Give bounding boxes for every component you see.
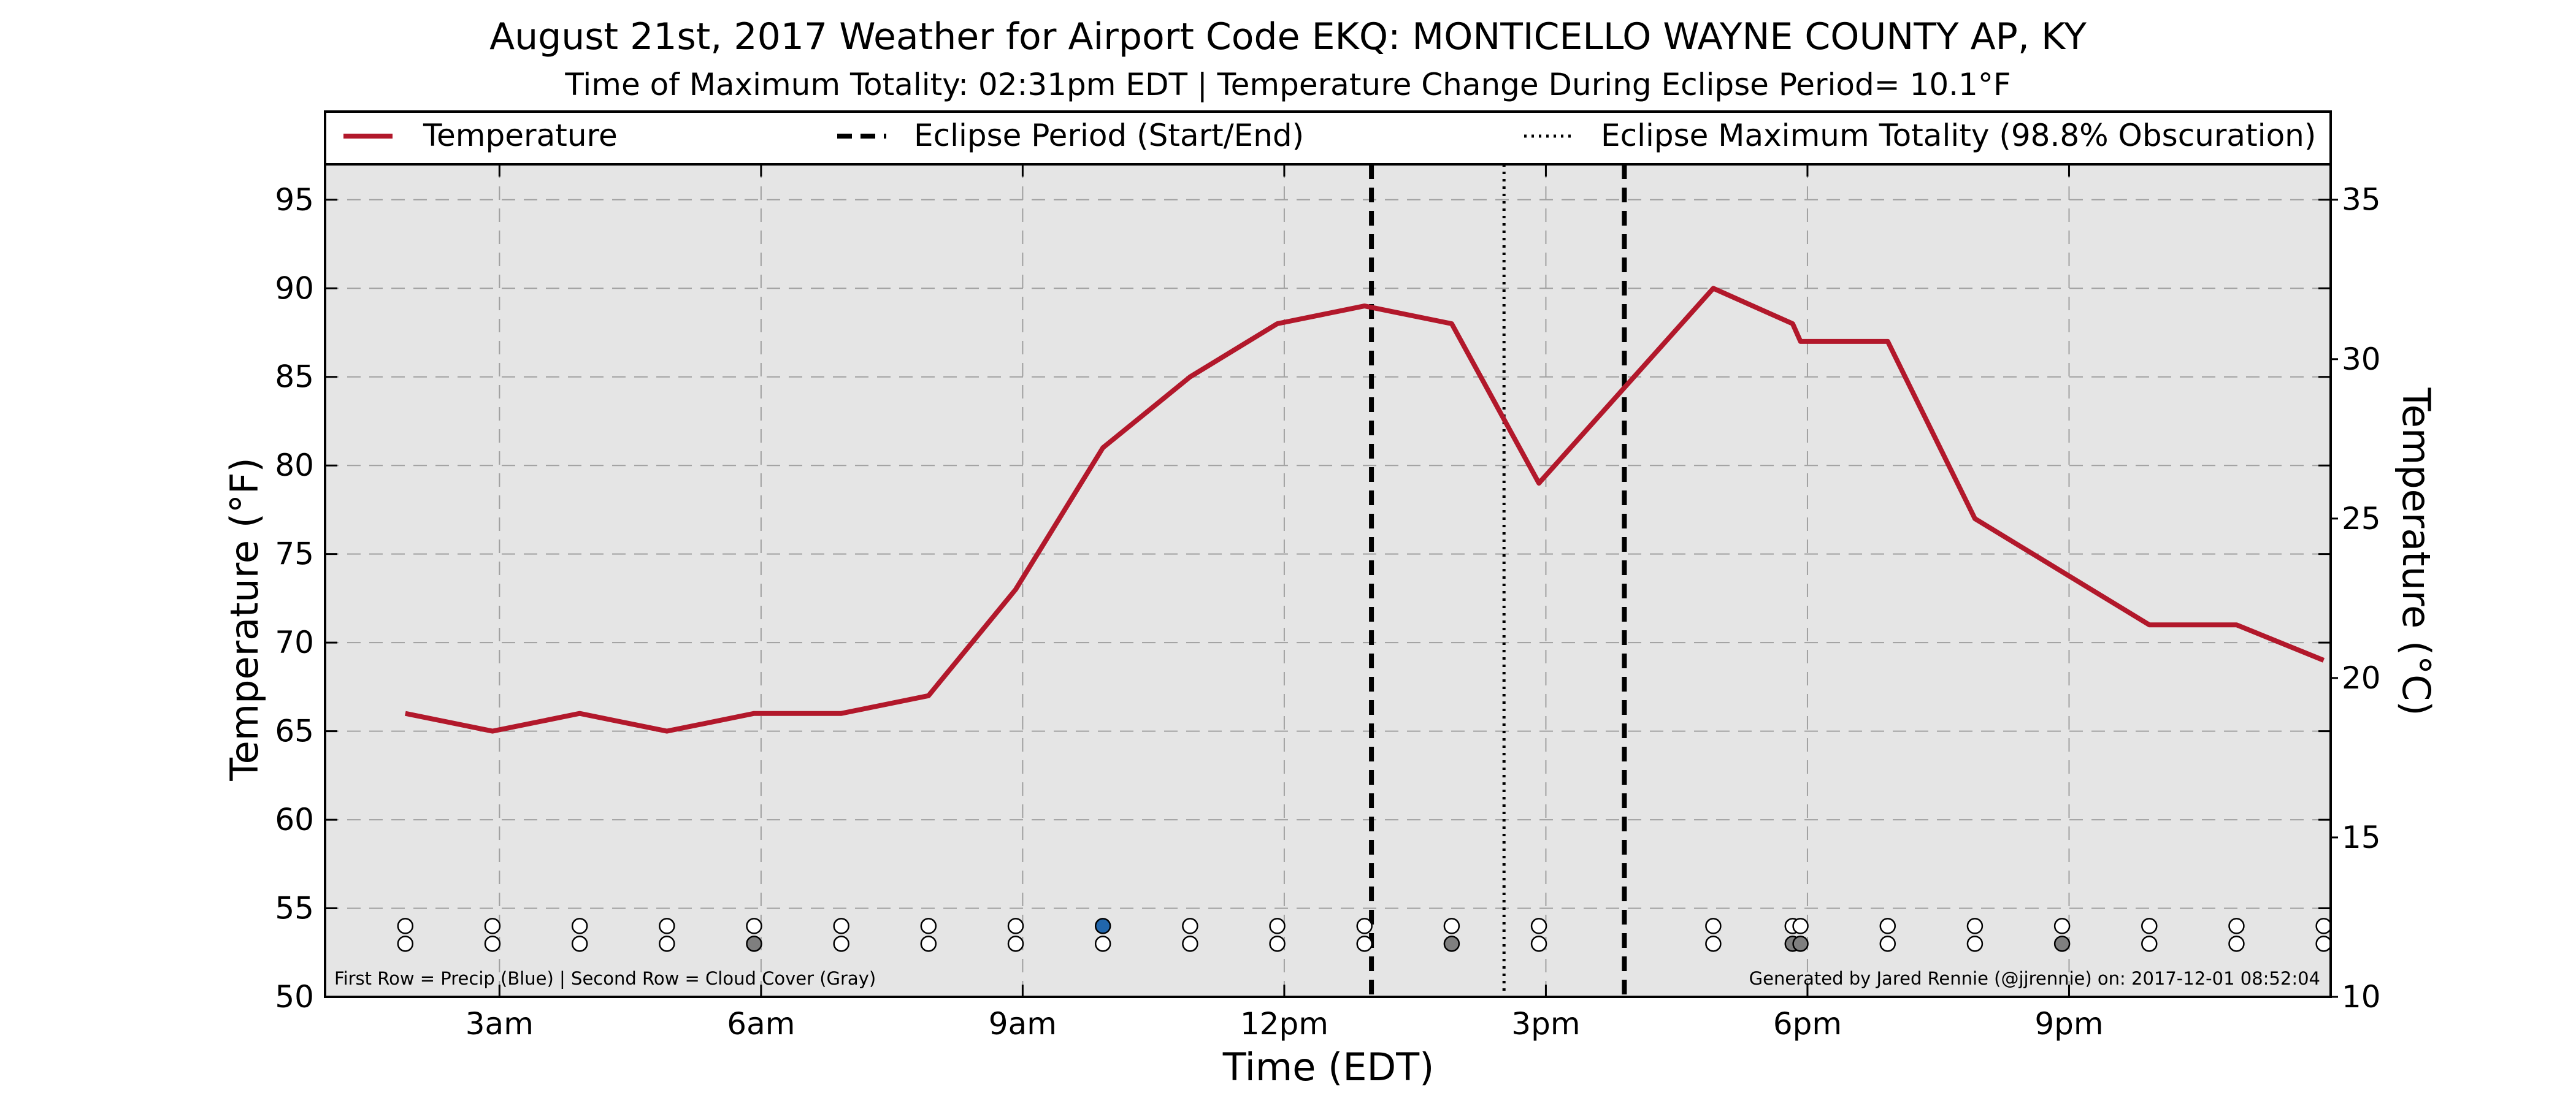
y2-tick-label: 20 — [2342, 660, 2381, 696]
cloud-cover-marker — [1356, 936, 1373, 952]
cloud-cover-marker — [397, 936, 414, 952]
y2-tick-label: 10 — [2342, 979, 2381, 1015]
cloud-cover-marker — [1269, 936, 1286, 952]
legend-eclipse-max-label: Eclipse Maximum Totality (98.8% Obscurat… — [1601, 118, 2316, 153]
cloud-cover-marker — [1966, 936, 1984, 952]
footnote-right: Generated by Jared Rennie (@jjrennie) on… — [1749, 968, 2320, 989]
x-tick-label: 6pm — [1773, 1006, 1842, 1042]
precip-marker — [1094, 918, 1111, 934]
y2-tick-label: 25 — [2342, 501, 2381, 536]
cloud-cover-marker — [2315, 936, 2332, 952]
y-tick-label: 75 — [275, 536, 314, 572]
plot-frame — [324, 163, 2332, 998]
cloud-cover-marker — [1879, 936, 1896, 952]
y-tick-label: 85 — [275, 359, 314, 395]
cloud-cover-marker — [746, 936, 762, 952]
precip-marker — [1792, 918, 1809, 934]
chart-title: August 21st, 2017 Weather for Airport Co… — [489, 15, 2087, 58]
y-axis-label: Temperature (°F) — [222, 457, 267, 781]
cloud-cover-marker — [571, 936, 588, 952]
precip-marker — [2053, 918, 2071, 934]
cloud-cover-marker — [2053, 936, 2071, 952]
footnote-left: First Row = Precip (Blue) | Second Row =… — [334, 968, 876, 989]
cloud-cover-marker — [1094, 936, 1111, 952]
y-tick-label: 95 — [275, 182, 314, 218]
cloud-cover-marker — [659, 936, 675, 952]
precip-marker — [1879, 918, 1896, 934]
x-tick-label: 9pm — [2034, 1006, 2103, 1042]
plot-area — [325, 164, 2331, 997]
precip-marker — [1705, 918, 1722, 934]
precip-marker — [1966, 918, 1984, 934]
precip-marker — [1007, 918, 1024, 934]
cloud-cover-marker — [1792, 936, 1809, 952]
precip-marker — [2228, 918, 2245, 934]
y-tick-label: 90 — [275, 270, 314, 306]
precip-marker — [2315, 918, 2332, 934]
y-tick-label: 65 — [275, 714, 314, 749]
y-tick-label: 55 — [275, 891, 314, 926]
chart-subtitle: Time of Maximum Totality: 02:31pm EDT | … — [564, 67, 2011, 102]
precip-marker — [484, 918, 501, 934]
x-tick-label: 3pm — [1511, 1006, 1580, 1042]
cloud-cover-marker — [1182, 936, 1198, 952]
precip-marker — [920, 918, 937, 934]
precip-marker — [2141, 918, 2158, 934]
legend-eclipse-period-label: Eclipse Period (Start/End) — [914, 118, 1304, 153]
precip-marker — [833, 918, 849, 934]
x-axis-label: Time (EDT) — [1222, 1045, 1435, 1089]
cloud-cover-marker — [1530, 936, 1547, 952]
y-tick-label: 80 — [275, 448, 314, 483]
cloud-cover-marker — [2141, 936, 2158, 952]
cloud-cover-marker — [920, 936, 937, 952]
y2-tick-label: 15 — [2342, 820, 2381, 855]
precip-marker — [659, 918, 675, 934]
x-tick-label: 9am — [989, 1006, 1057, 1042]
y-tick-label: 70 — [275, 625, 314, 660]
precip-marker — [397, 918, 414, 934]
x-tick-label: 3am — [466, 1006, 534, 1042]
y-tick-label: 60 — [275, 802, 314, 837]
cloud-cover-marker — [1705, 936, 1722, 952]
cloud-cover-marker — [484, 936, 501, 952]
x-tick-label: 12pm — [1240, 1006, 1328, 1042]
x-tick-label: 6am — [727, 1006, 795, 1042]
precip-marker — [1182, 918, 1198, 934]
legend-temperature-label: Temperature — [423, 118, 618, 153]
cloud-cover-marker — [833, 936, 849, 952]
temperature-line — [405, 286, 2325, 734]
precip-marker — [1356, 918, 1373, 934]
precip-marker — [1530, 918, 1547, 934]
cloud-cover-marker — [2228, 936, 2245, 952]
precip-marker — [1443, 918, 1460, 934]
precip-marker — [1269, 918, 1286, 934]
precip-marker — [571, 918, 588, 934]
y2-axis-label: Temperature (°C) — [2394, 387, 2439, 715]
precip-marker — [746, 918, 762, 934]
y2-tick-label: 35 — [2342, 182, 2381, 218]
y-tick-label: 50 — [275, 979, 314, 1015]
cloud-cover-marker — [1007, 936, 1024, 952]
y2-tick-label: 30 — [2342, 341, 2381, 377]
cloud-cover-marker — [1443, 936, 1460, 952]
